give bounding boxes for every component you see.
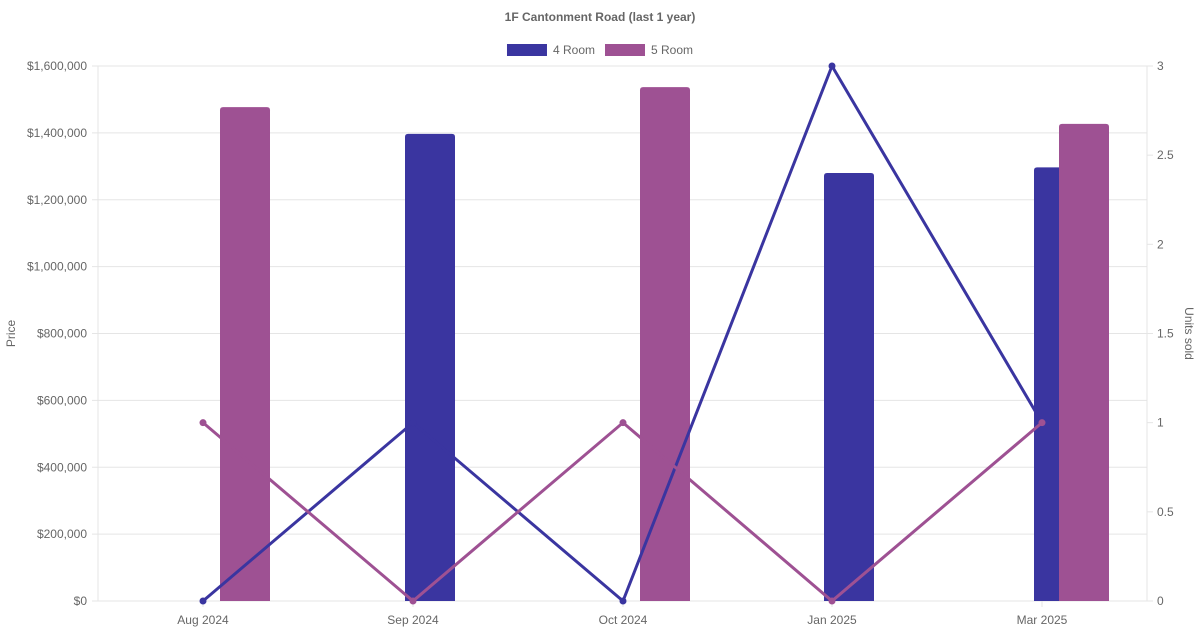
x-tick-label: Oct 2024 xyxy=(599,613,648,627)
legend-item[interactable]: 4 Room xyxy=(506,43,595,57)
y-right-tick-label: 0.5 xyxy=(1157,505,1174,519)
x-tick-label: Jan 2025 xyxy=(807,613,857,627)
y-left-tick-label: $800,000 xyxy=(37,327,87,341)
x-tick-label: Mar 2025 xyxy=(1017,613,1068,627)
grid-lines xyxy=(92,65,1153,607)
y-right-tick-label: 0 xyxy=(1157,594,1164,608)
y-left-axis-title: Price xyxy=(4,320,18,348)
point-5-room xyxy=(1038,419,1046,427)
point-5-room xyxy=(619,419,627,427)
legend[interactable]: 4 Room 5 Room xyxy=(506,43,693,57)
y-left-tick-label: $600,000 xyxy=(37,393,87,407)
y-left-tick-label: $1,600,000 xyxy=(27,59,87,73)
chart-title: 1F Cantonment Road (last 1 year) xyxy=(505,10,696,24)
y-left-tick-label: $200,000 xyxy=(37,527,87,541)
bar-5-room xyxy=(220,107,270,602)
bar-4-room xyxy=(824,173,874,601)
legend-item[interactable]: 5 Room xyxy=(605,43,693,57)
legend-swatch xyxy=(506,44,547,56)
x-tick-label: Sep 2024 xyxy=(387,613,439,627)
y-right-tick-label: 1.5 xyxy=(1157,327,1174,341)
axes: $0 $200,000 $400,000 $600,000 $800,000 $1,000… xyxy=(4,59,1196,627)
point-5-room xyxy=(409,597,417,605)
x-tick-label: Aug 2024 xyxy=(177,613,229,627)
legend-label: 5 Room xyxy=(651,43,693,57)
bar-5-room xyxy=(1059,123,1109,602)
point-5-room xyxy=(199,419,207,427)
point-5-room xyxy=(828,597,836,605)
y-left-tick-label: $1,200,000 xyxy=(27,193,87,207)
point-4-room xyxy=(199,597,207,605)
y-right-tick-label: 1 xyxy=(1157,416,1164,430)
bars xyxy=(220,87,1109,602)
y-right-tick-label: 2 xyxy=(1157,237,1164,251)
legend-label: 4 Room xyxy=(553,43,595,57)
bar-4-room xyxy=(405,133,455,602)
bar-5-room xyxy=(640,87,690,602)
y-left-tick-label: $0 xyxy=(74,594,88,608)
y-right-axis-title: Units sold xyxy=(1182,307,1196,360)
y-left-tick-label: $400,000 xyxy=(37,460,87,474)
y-right-tick-label: 2.5 xyxy=(1157,148,1174,162)
point-4-room xyxy=(409,419,417,427)
lines xyxy=(199,62,1046,605)
y-right-tick-label: 3 xyxy=(1157,59,1164,73)
y-left-tick-label: $1,000,000 xyxy=(27,260,87,274)
point-4-room xyxy=(619,597,627,605)
point-4-room xyxy=(828,62,836,70)
legend-swatch xyxy=(605,44,645,56)
line-5-room xyxy=(202,420,1043,603)
y-left-tick-label: $1,400,000 xyxy=(27,126,87,140)
